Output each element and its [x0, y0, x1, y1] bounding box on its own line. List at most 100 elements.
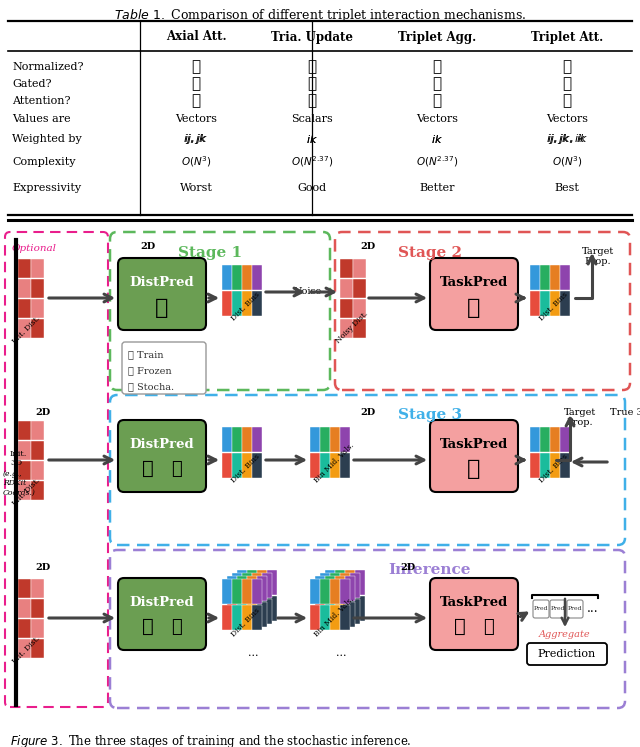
Bar [31, 639, 44, 658]
Bar [232, 427, 241, 452]
Bar [252, 604, 262, 630]
Bar [237, 601, 246, 627]
Bar [315, 601, 324, 627]
Bar [257, 595, 266, 621]
Bar [267, 569, 276, 595]
Text: Pred: Pred [550, 607, 565, 612]
Text: Inference: Inference [388, 563, 471, 577]
Bar [335, 601, 344, 627]
Text: Axial Att.: Axial Att. [166, 31, 227, 43]
Bar [31, 480, 44, 500]
Bar [340, 258, 353, 278]
Bar [540, 291, 550, 316]
Bar [18, 619, 31, 638]
Bar [237, 595, 246, 621]
Bar [222, 427, 232, 452]
Bar [330, 604, 339, 630]
Text: ...: ... [336, 648, 346, 658]
Bar [237, 569, 246, 595]
Text: 🎲: 🎲 [483, 618, 493, 636]
Text: $ik$: $ik$ [306, 133, 318, 145]
Text: $O(N^{2.37})$: $O(N^{2.37})$ [416, 155, 458, 170]
Text: Dist. Bins: Dist. Bins [538, 452, 570, 484]
Text: ...: ... [587, 603, 598, 616]
Bar [227, 601, 237, 627]
Bar [550, 453, 559, 478]
Bar [31, 421, 44, 440]
Bar [320, 427, 330, 452]
Bar [340, 572, 349, 598]
Bar [237, 575, 246, 601]
Bar [262, 598, 271, 624]
Text: $\it{ij,jk,ik}$: $\it{ij,jk,ik}$ [547, 132, 586, 146]
Text: (e.g.,
RDKit
Coords.): (e.g., RDKit Coords.) [3, 470, 36, 497]
Text: ✗: ✗ [433, 94, 442, 108]
FancyBboxPatch shape [527, 643, 607, 665]
Bar [345, 575, 355, 601]
Bar [320, 578, 330, 604]
Bar [232, 598, 241, 624]
Text: ✗: ✗ [307, 60, 317, 74]
Bar [560, 264, 570, 290]
FancyBboxPatch shape [430, 578, 518, 650]
Text: $\it{Figure\ 3.}$ The three stages of training and the stochastic inference.: $\it{Figure\ 3.}$ The three stages of tr… [10, 733, 412, 747]
Text: TaskPred: TaskPred [440, 595, 508, 609]
Bar [550, 291, 559, 316]
Text: Vectors: Vectors [416, 114, 458, 124]
Bar [355, 569, 365, 595]
Text: ✓: ✓ [433, 60, 442, 74]
Bar [222, 604, 232, 630]
Text: Pred: Pred [568, 607, 582, 612]
Bar [330, 598, 339, 624]
Bar [18, 299, 31, 318]
Text: 2D: 2D [360, 242, 375, 251]
Bar [242, 598, 252, 624]
Text: $ij,\,jk,\,ik$: $ij,\,jk,\,ik$ [546, 132, 588, 146]
Bar [222, 578, 232, 604]
Bar [227, 575, 237, 601]
Bar [340, 299, 353, 318]
Text: ✓: ✓ [307, 77, 317, 91]
Text: Scalars: Scalars [291, 114, 333, 124]
Text: Best: Best [555, 183, 579, 193]
FancyBboxPatch shape [118, 420, 206, 492]
Bar [540, 264, 550, 290]
Text: Stage 1: Stage 1 [178, 246, 242, 260]
Bar [247, 569, 257, 595]
Bar [232, 604, 241, 630]
Text: TaskPred: TaskPred [440, 438, 508, 450]
Text: $\it{ik}$: $\it{ik}$ [431, 133, 443, 145]
Bar [345, 595, 355, 621]
Text: $O(N^3)$: $O(N^3)$ [552, 155, 582, 170]
Text: 🎲 Stocha.: 🎲 Stocha. [128, 382, 174, 391]
Bar [530, 264, 540, 290]
Text: $O(N^3)$: $O(N^3)$ [180, 155, 211, 170]
Bar [242, 578, 252, 604]
Bar [340, 279, 353, 298]
Text: Noisy Dist.: Noisy Dist. [334, 310, 370, 345]
Bar [550, 427, 559, 452]
Bar [31, 279, 44, 298]
Text: ✓: ✓ [433, 77, 442, 91]
Bar [31, 578, 44, 598]
Bar [242, 427, 252, 452]
Text: ✓: ✓ [563, 94, 572, 108]
Bar [530, 291, 540, 316]
Text: Weighted by: Weighted by [12, 134, 82, 144]
Bar [18, 258, 31, 278]
Bar [340, 578, 349, 604]
Bar [335, 569, 344, 595]
Text: Target
Prop.: Target Prop. [564, 408, 596, 427]
Text: Vectors: Vectors [175, 114, 217, 124]
Bar [232, 578, 241, 604]
Bar [560, 291, 570, 316]
Bar [350, 598, 360, 624]
Bar [31, 318, 44, 338]
FancyBboxPatch shape [550, 600, 566, 618]
Bar [242, 291, 252, 316]
Text: Prediction: Prediction [538, 649, 596, 659]
Text: ✗: ✗ [191, 77, 200, 91]
Text: Optional: Optional [12, 244, 57, 253]
Text: Dist. Bins: Dist. Bins [230, 290, 262, 322]
Text: Worst: Worst [180, 183, 212, 193]
